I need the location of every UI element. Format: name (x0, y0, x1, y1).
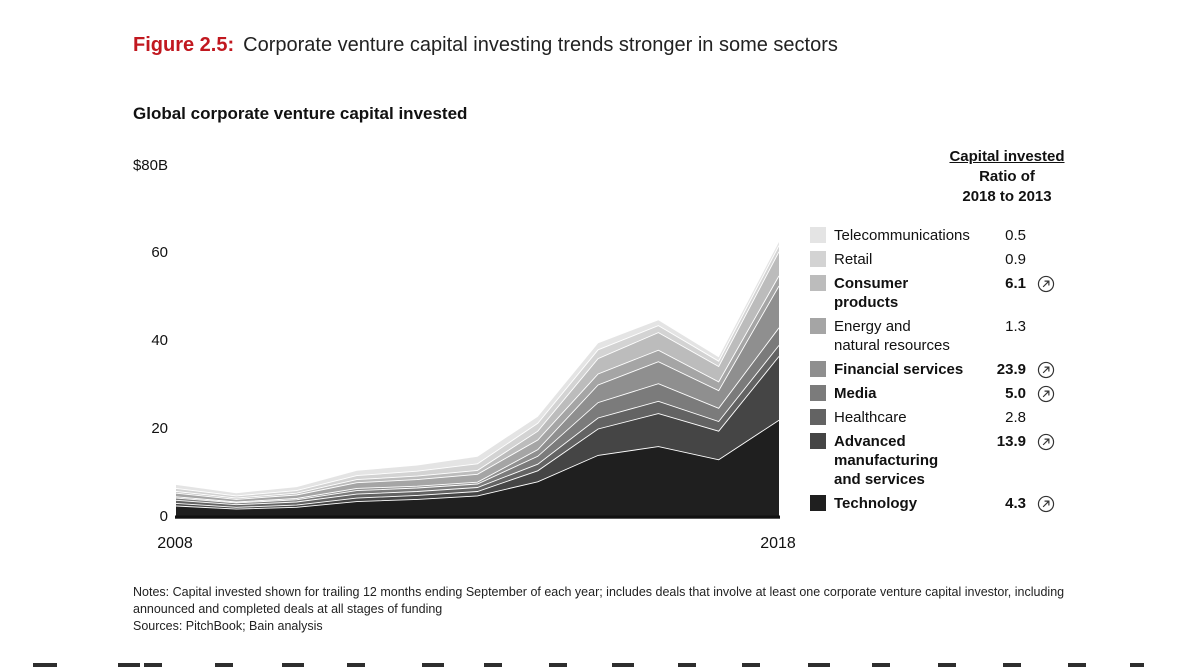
band-separator (175, 285, 780, 503)
legend-swatch (810, 495, 826, 511)
y-axis-tick-0: 0 (159, 508, 168, 525)
cropped-mark (938, 663, 956, 667)
area-band-technology (176, 420, 779, 517)
band-separator (175, 251, 780, 499)
legend-row: Telecommunications 0.5 (810, 226, 1082, 245)
legend-swatch (810, 227, 826, 243)
legend-label: Advanced manufacturing and services (834, 433, 939, 488)
legend-label: Technology (834, 495, 918, 512)
legend-ratio-value: 0.9 (1005, 251, 1026, 268)
cropped-mark (347, 663, 365, 667)
trend-up-arrow-icon (1037, 433, 1055, 451)
cropped-mark (422, 663, 444, 667)
legend-ratio-value: 13.9 (996, 433, 1026, 450)
legend-label: Energy and natural resources (834, 318, 950, 354)
legend-label: Financial services (834, 361, 964, 378)
legend-row: Healthcare 2.8 (810, 408, 1082, 427)
y-axis-tick-40: 40 (151, 332, 168, 349)
cropped-mark (118, 663, 140, 667)
band-separator (175, 327, 780, 504)
x-axis-tick-2018: 2018 (760, 535, 796, 552)
cropped-mark (808, 663, 830, 667)
legend-row: Retail 0.9 (810, 250, 1082, 269)
legend-ratio-value: 1.3 (1005, 318, 1026, 335)
chart-notes: Notes: Capital invested shown for traili… (133, 584, 1073, 635)
legend-label: Telecommunications (834, 227, 970, 244)
band-separator (175, 345, 780, 506)
legend: Telecommunications 0.5 Retail 0.9 Consum… (810, 226, 1082, 513)
figure-number-label: Figure 2.5: (133, 34, 235, 56)
x-axis-tick-2008: 2008 (157, 535, 193, 552)
legend-header-years: 2018 to 2013 (962, 188, 1052, 205)
band-separator (175, 356, 780, 508)
legend-row: Media 5.0 (810, 384, 1082, 403)
legend-ratio-value: 2.8 (1005, 409, 1026, 426)
trend-up-arrow-icon (1037, 275, 1055, 293)
stacked-area-chart (175, 242, 780, 519)
legend-header-capital-invested: Capital invested (949, 148, 1065, 165)
cropped-mark (872, 663, 890, 667)
legend-row: Technology 4.3 (810, 494, 1082, 513)
legend-swatch (810, 251, 826, 267)
notes-text: Notes: Capital invested shown for traili… (133, 585, 1065, 616)
legend-swatch (810, 275, 826, 291)
cropped-mark (282, 663, 304, 667)
trend-up-arrow-icon (1037, 385, 1055, 403)
legend-ratio-value: 0.5 (1005, 227, 1026, 244)
legend-ratio-value: 4.3 (1005, 495, 1026, 512)
band-separator (175, 419, 780, 510)
y-axis-tick-20: 20 (151, 420, 168, 437)
legend-swatch (810, 385, 826, 401)
area-band-advanced-manufacturing-and-services (176, 356, 779, 510)
cropped-mark (1003, 663, 1021, 667)
cropped-mark (549, 663, 567, 667)
cropped-mark (144, 663, 162, 667)
cropped-content-strip (0, 660, 1200, 667)
cropped-mark (484, 663, 502, 667)
legend-label: Consumer products (834, 275, 909, 311)
legend-ratio-value: 5.0 (1005, 385, 1026, 402)
legend-ratio-value: 23.9 (996, 361, 1026, 378)
x-axis-baseline (175, 515, 780, 519)
legend-row: Financial services 23.9 (810, 360, 1082, 379)
band-separator (175, 245, 780, 497)
legend-ratio-value: 6.1 (1005, 275, 1026, 292)
legend-label: Healthcare (834, 409, 907, 426)
legend-swatch (810, 433, 826, 449)
sources-text: Sources: PitchBook; Bain analysis (133, 619, 323, 633)
trend-up-arrow-icon (1037, 361, 1055, 379)
cropped-mark (1068, 663, 1086, 667)
legend-header-ratio-of: Ratio of (979, 168, 1035, 185)
cropped-mark (612, 663, 634, 667)
cropped-mark (742, 663, 760, 667)
figure-title: Corporate venture capital investing tren… (243, 34, 838, 56)
band-separator (175, 275, 780, 500)
cropped-mark (1130, 663, 1144, 667)
legend-swatch (810, 318, 826, 334)
legend-row: Advanced manufacturing and services 13.9 (810, 432, 1082, 489)
chart-subtitle: Global corporate venture capital investe… (133, 104, 468, 123)
y-axis-tick-60: 60 (151, 244, 168, 261)
figure-heading: Figure 2.5: Corporate venture capital inv… (133, 32, 838, 58)
trend-up-arrow-icon (1037, 495, 1055, 513)
cropped-mark (215, 663, 233, 667)
legend-row: Consumer products 6.1 (810, 274, 1082, 312)
legend-header: Capital invested Ratio of 2018 to 2013 (937, 147, 1077, 207)
cropped-mark (678, 663, 696, 667)
y-axis-top-label: $80B (132, 157, 168, 174)
legend-swatch (810, 361, 826, 377)
legend-swatch (810, 409, 826, 425)
legend-row: Energy and natural resources 1.3 (810, 317, 1082, 355)
legend-label: Media (834, 385, 877, 402)
legend-label: Retail (834, 251, 873, 268)
cropped-mark (33, 663, 57, 667)
